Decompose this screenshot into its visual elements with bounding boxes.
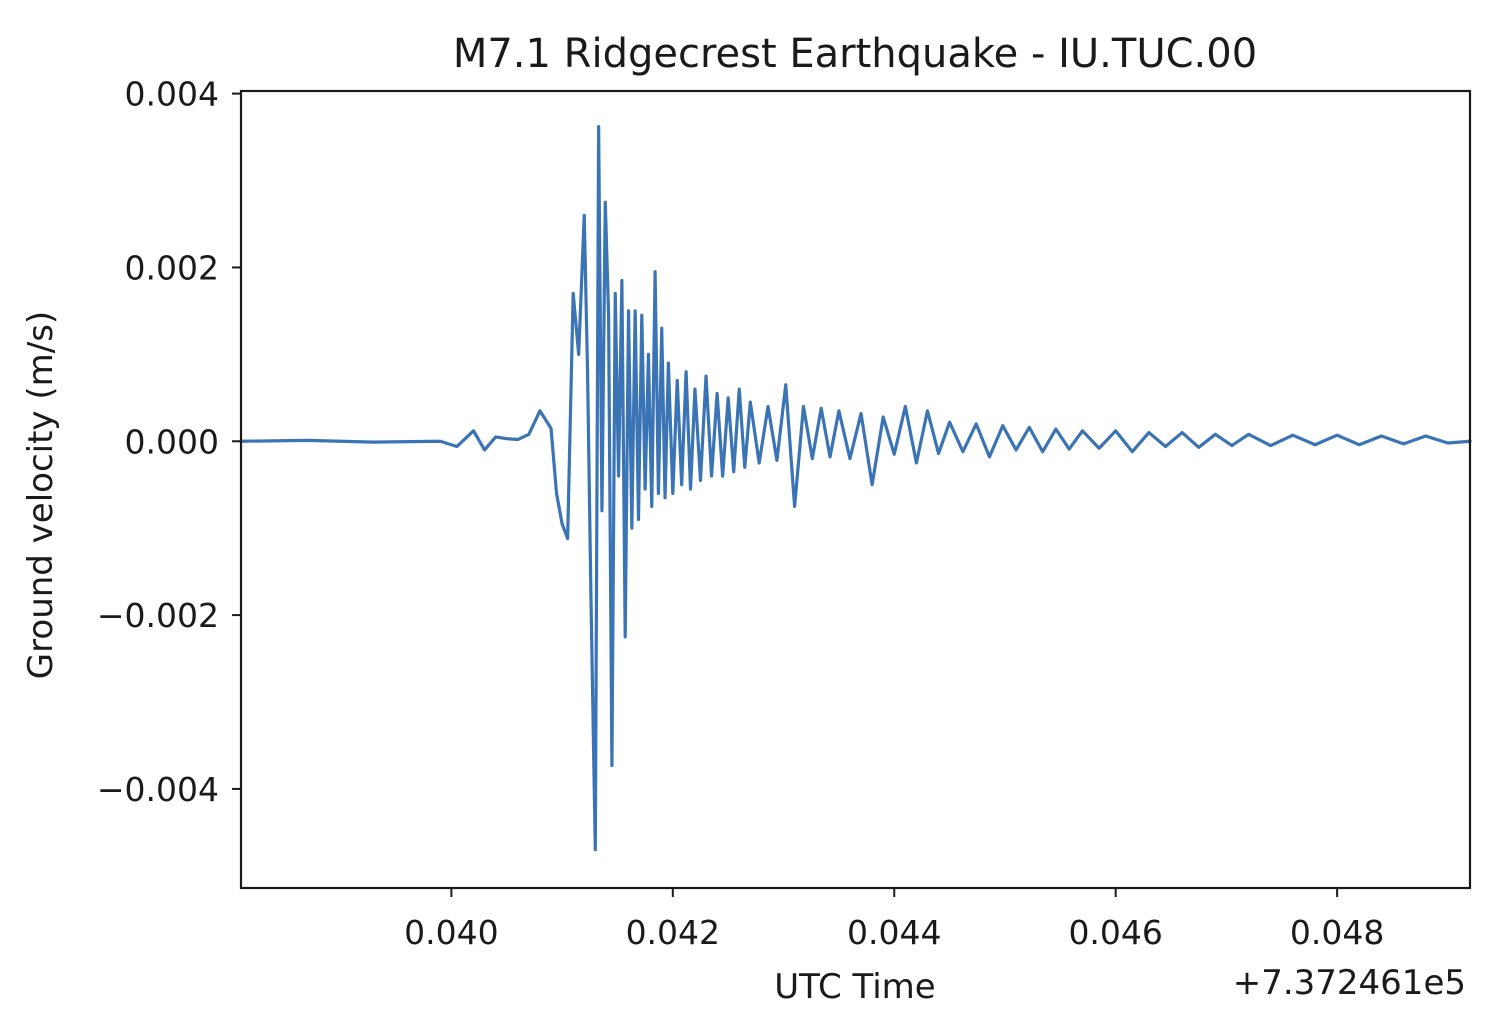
- y-tick-label: 0.000: [125, 422, 219, 461]
- chart-title: M7.1 Ridgecrest Earthquake - IU.TUC.00: [453, 31, 1257, 77]
- y-tick-label: −0.004: [97, 770, 219, 809]
- x-axis-ticks: 0.040 0.042 0.044 0.046 0.048: [404, 888, 1384, 952]
- x-tick-label: 0.042: [626, 913, 720, 952]
- y-axis-ticks: −0.004 −0.002 0.000 0.002 0.004: [97, 75, 241, 809]
- x-tick-label: 0.044: [847, 913, 941, 952]
- y-tick-label: −0.002: [97, 596, 219, 635]
- velocity-trace-line: [239, 125, 1472, 852]
- y-tick-label: 0.002: [125, 248, 219, 287]
- x-axis-label: UTC Time: [774, 967, 935, 1007]
- plot-frame: [239, 89, 1472, 890]
- x-tick-label: 0.046: [1068, 913, 1162, 952]
- x-axis-offset-label: +7.372461e5: [1233, 963, 1466, 1003]
- y-axis-label: Ground velocity (m/s): [21, 311, 61, 679]
- x-tick-label: 0.040: [404, 913, 498, 952]
- plot-area: [239, 89, 1472, 890]
- y-tick-label: 0.004: [125, 75, 219, 114]
- x-tick-label: 0.048: [1290, 913, 1384, 952]
